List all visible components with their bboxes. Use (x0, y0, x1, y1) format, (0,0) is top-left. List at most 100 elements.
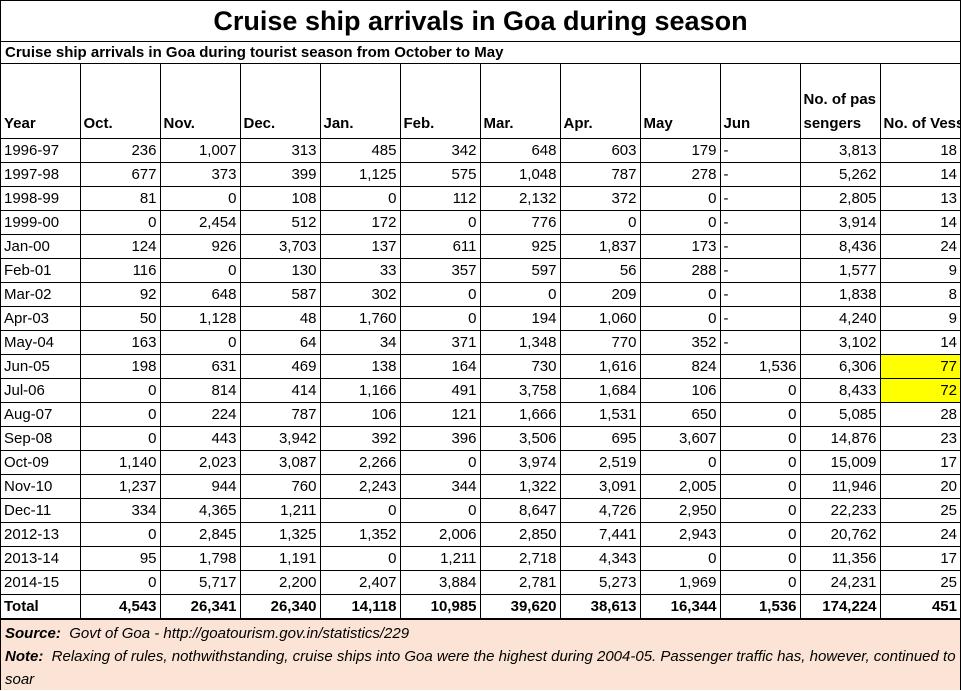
table-cell: 95 (79, 546, 161, 571)
table-cell: 17 (879, 546, 960, 571)
table-cell: 352 (639, 330, 721, 355)
table-cell: 1,166 (319, 378, 401, 403)
table-cell: 72 (879, 378, 960, 403)
table-row: Apr-03 50 1,128 48 1,760 0 194 1,060 0-4,240 9 (1, 306, 960, 331)
table-cell: 2,132 (479, 186, 561, 211)
table-cell: 1,684 (559, 378, 641, 403)
table-cell: 0 (399, 306, 481, 331)
table-cell: 112 (399, 186, 481, 211)
table-cell: 2,200 (239, 570, 321, 595)
table-cell: 1,536 (719, 354, 801, 379)
table-cell: 611 (399, 234, 481, 259)
table-cell: 1,969 (639, 570, 721, 595)
table-cell: 11,356 (799, 546, 881, 571)
table-cell: 14 (879, 210, 960, 235)
table-cell: 3,942 (239, 426, 321, 451)
table-cell: 22,233 (799, 498, 881, 523)
table-cell: 0 (319, 546, 401, 571)
table-cell: 3,102 (799, 330, 881, 355)
table-row: 1999-00 0 2,454 512 172 0 776 0 0-3,914 14 (1, 210, 960, 235)
table-cell: 575 (399, 162, 481, 187)
table-cell: 0 (559, 210, 641, 235)
table-cell: 4,240 (799, 306, 881, 331)
table-cell: 5,085 (799, 402, 881, 427)
column-header: Year (1, 64, 81, 139)
row-label: 1999-00 (1, 210, 81, 235)
total-label: Total (1, 594, 81, 619)
table-cell: 138 (319, 354, 401, 379)
table-cell: 1,348 (479, 330, 561, 355)
table-row: 2013-14 95 1,798 1,191 0 1,211 2,718 4,343 0 0 11,… (1, 546, 960, 571)
table-cell: 0 (399, 450, 481, 475)
table-cell: 695 (559, 426, 641, 451)
table-cell: 1,191 (239, 546, 321, 571)
table-cell: 1,125 (319, 162, 401, 187)
table-cell: 3,813 (799, 138, 881, 163)
table-cell: 2,023 (159, 450, 241, 475)
row-label: 2014-15 (1, 570, 81, 595)
table-cell: - (719, 186, 801, 211)
table-cell: 2,243 (319, 474, 401, 499)
table-cell: 814 (159, 378, 241, 403)
table-cell: 28 (879, 402, 960, 427)
table-cell: 2,850 (479, 522, 561, 547)
total-cell: 1,536 (719, 594, 801, 619)
table-cell: 8,433 (799, 378, 881, 403)
table-cell: 392 (319, 426, 401, 451)
table-cell: 373 (159, 162, 241, 187)
table-cell: 24 (879, 234, 960, 259)
total-cell: 451 (879, 594, 960, 619)
table-cell: 313 (239, 138, 321, 163)
table-cell: 0 (79, 522, 161, 547)
table-row: Mar-02 92 648 587 302 0 0 209 0-1,838 8 (1, 282, 960, 307)
table-cell: 770 (559, 330, 641, 355)
table-cell: 106 (319, 402, 401, 427)
table-row: Oct-09 1,140 2,023 3,087 2,266 0 3,974 2,519 0 0 1… (1, 450, 960, 475)
row-label: Jan-00 (1, 234, 81, 259)
table-cell: 236 (79, 138, 161, 163)
table-cell: 0 (159, 330, 241, 355)
table-cell: 137 (319, 234, 401, 259)
table-cell: 414 (239, 378, 321, 403)
table-cell: 24 (879, 522, 960, 547)
table-cell: - (719, 234, 801, 259)
table-cell: 5,717 (159, 570, 241, 595)
table-cell: 3,758 (479, 378, 561, 403)
table-cell: 8,647 (479, 498, 561, 523)
table-cell: 9 (879, 258, 960, 283)
table-cell: 0 (719, 546, 801, 571)
table-cell: 3,974 (479, 450, 561, 475)
table-row: Jun-05 198 631 469 138 164 730 1,616 824 1,536 6,3… (1, 354, 960, 379)
table-cell: 288 (639, 258, 721, 283)
table-cell: 1,140 (79, 450, 161, 475)
table-cell: 130 (239, 258, 321, 283)
table-cell: 1,322 (479, 474, 561, 499)
table-cell: 108 (239, 186, 321, 211)
table-cell: 1,616 (559, 354, 641, 379)
table-cell: 50 (79, 306, 161, 331)
table-cell: 13 (879, 186, 960, 211)
row-label: Jul-06 (1, 378, 81, 403)
table-cell: 648 (159, 282, 241, 307)
note-text: Relaxing of rules, nothwithstanding, cru… (5, 648, 956, 688)
table-cell: 121 (399, 402, 481, 427)
table-cell: 11,946 (799, 474, 881, 499)
table-cell: 0 (719, 570, 801, 595)
sheet-title: Cruise ship arrivals in Goa during seaso… (1, 1, 960, 42)
table-cell: 17 (879, 450, 960, 475)
table-cell: 1,531 (559, 402, 641, 427)
table-cell: - (719, 330, 801, 355)
table-cell: 0 (639, 450, 721, 475)
column-header: Oct. (79, 64, 161, 139)
table-cell: 9 (879, 306, 960, 331)
table-cell: 0 (79, 210, 161, 235)
table-cell: 8,436 (799, 234, 881, 259)
total-cell: 174,224 (799, 594, 881, 619)
table-cell: 1,837 (559, 234, 641, 259)
table-cell: 469 (239, 354, 321, 379)
notes-section: Source: Govt of Goa - http://goatourism.… (1, 619, 960, 690)
table-cell: 0 (719, 522, 801, 547)
table-cell: 648 (479, 138, 561, 163)
table-cell: - (719, 282, 801, 307)
column-header: Feb. (399, 64, 481, 139)
